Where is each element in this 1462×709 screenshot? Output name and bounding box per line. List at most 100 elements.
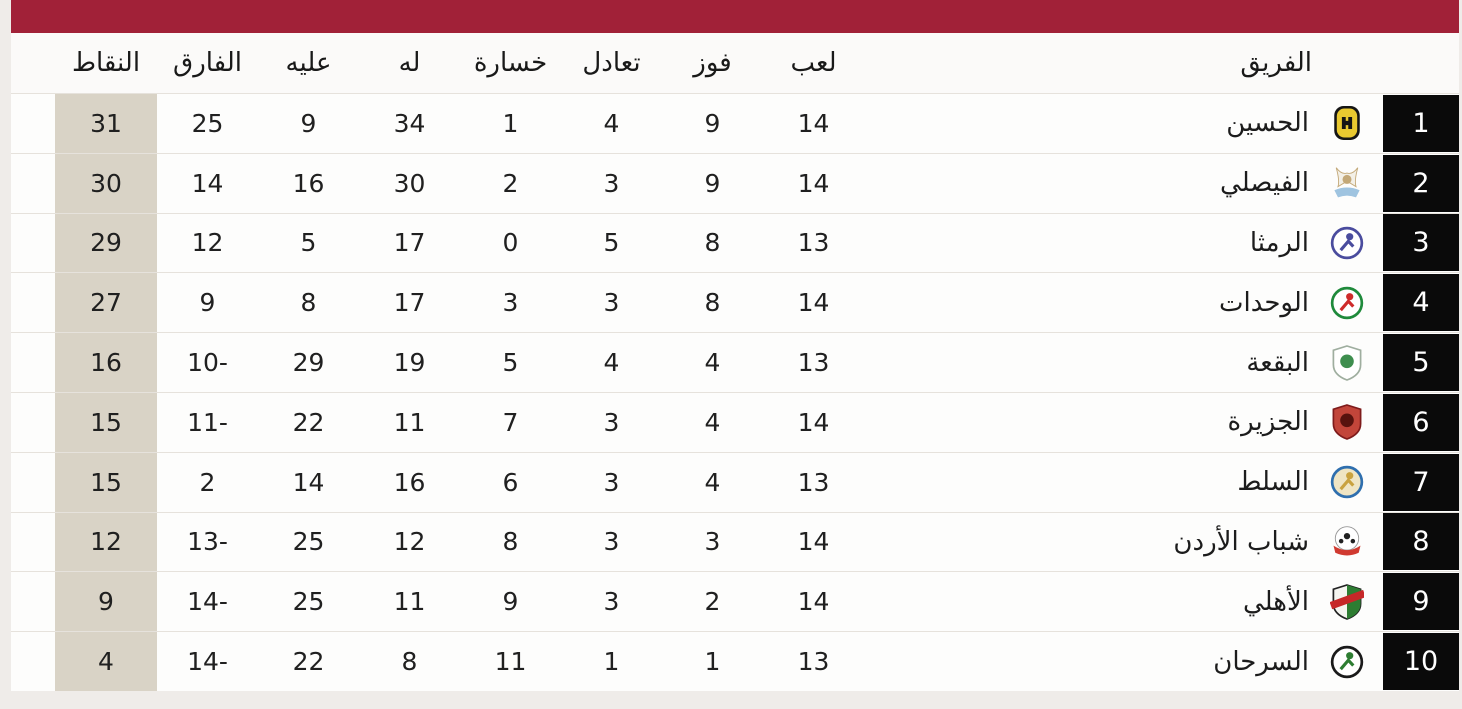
team-name: الوحدات — [1219, 287, 1309, 318]
team-name: البقعة — [1246, 347, 1309, 378]
stat-wins: 3 — [704, 527, 721, 557]
stat-played: 14 — [797, 108, 830, 138]
table-row[interactable]: 6 الجزيرة 14 4 3 7 11 22 -11 15 — [11, 391, 1459, 452]
table-header-row: الفريق لعب فوز تعادل خسارة له عليه الفارق النقاط — [11, 33, 1459, 93]
stat-points: 15 — [55, 452, 157, 512]
stat-goal_diff: 9 — [199, 288, 216, 318]
table-row[interactable]: 10 السرحان 13 1 1 11 8 22 -14 4 — [11, 631, 1459, 691]
team-name: الأهلي — [1242, 586, 1309, 617]
rank-badge: 3 — [1383, 214, 1459, 272]
stat-wins: 2 — [704, 587, 721, 617]
rank-cell: 6 — [1369, 393, 1459, 452]
stat-draws: 3 — [603, 467, 620, 497]
stat-goals_for: 11 — [393, 587, 426, 617]
rank-cell: 2 — [1369, 154, 1459, 213]
rank-cell: 1 — [1369, 94, 1459, 153]
stat-draws: 1 — [603, 647, 620, 677]
stat-wins: 4 — [704, 407, 721, 437]
rank-badge: 10 — [1383, 633, 1459, 691]
team-cell: الرمثا — [864, 214, 1369, 273]
stat-wins: 8 — [704, 228, 721, 258]
stat-goals_against: 22 — [292, 647, 325, 677]
al-faisaly-badge — [1329, 163, 1365, 203]
stat-losses: 9 — [502, 587, 519, 617]
team-name: الحسين — [1226, 108, 1309, 139]
al-ahli-badge — [1329, 582, 1365, 622]
column-header-draws: تعادل — [582, 48, 641, 78]
column-header-wins: فوز — [693, 48, 732, 78]
league-standings-card: الفريق لعب فوز تعادل خسارة له عليه الفارق النقاط… — [11, 0, 1459, 691]
stat-draws: 4 — [603, 348, 620, 378]
stat-draws: 3 — [603, 587, 620, 617]
stat-wins: 4 — [704, 467, 721, 497]
stat-wins: 9 — [704, 168, 721, 198]
team-name: السلط — [1237, 467, 1309, 498]
stat-points: 27 — [55, 273, 157, 333]
stat-points: 29 — [55, 213, 157, 273]
stat-points: 16 — [55, 333, 157, 392]
table-row[interactable]: 8 شباب الأردن 14 3 3 8 12 25 -13 12 — [11, 511, 1459, 572]
stat-goal_diff: -10 — [187, 348, 228, 378]
team-cell: شباب الأردن — [864, 513, 1369, 572]
rank-badge: 4 — [1383, 274, 1459, 332]
table-row[interactable]: 5 البقعة 13 4 4 5 19 29 -10 16 — [11, 332, 1459, 392]
stat-points: 12 — [55, 512, 157, 572]
table-row[interactable]: 2 الفيصلي 14 9 3 2 30 16 14 30 — [11, 152, 1459, 213]
stat-draws: 4 — [603, 108, 620, 138]
stat-goals_for: 19 — [393, 348, 426, 378]
shabab-al-ordon-badge — [1329, 522, 1365, 562]
stat-goal_diff: -11 — [187, 407, 228, 437]
al-jazeera-badge — [1329, 402, 1365, 442]
stat-goals_for: 34 — [393, 108, 426, 138]
rank-badge: 6 — [1383, 393, 1459, 451]
al-baqaa-badge — [1329, 343, 1365, 383]
stat-goal_diff: -13 — [187, 527, 228, 557]
table-body: 1 الحسين 14 9 4 1 34 9 25 31 2 الفيصلي 14 9 3 2 30 16 14 30… — [11, 93, 1459, 691]
team-name: السرحان — [1213, 646, 1309, 677]
table-row[interactable]: 1 الحسين 14 9 4 1 34 9 25 31 — [11, 93, 1459, 153]
stat-goals_against: 9 — [300, 108, 317, 138]
table-row[interactable]: 4 الوحدات 14 8 3 3 17 8 9 27 — [11, 272, 1459, 333]
stat-draws: 3 — [603, 407, 620, 437]
stat-losses: 2 — [502, 168, 519, 198]
stat-wins: 8 — [704, 288, 721, 318]
table-row[interactable]: 3 الرمثا 13 8 5 0 17 5 12 29 — [11, 212, 1459, 273]
table-row[interactable]: 9 الأهلي 14 2 3 9 11 25 -14 9 — [11, 571, 1459, 632]
stat-losses: 1 — [502, 108, 519, 138]
stat-losses: 6 — [502, 467, 519, 497]
al-wehdat-badge — [1329, 283, 1365, 323]
table-title-bar — [11, 0, 1459, 33]
stat-losses: 8 — [502, 527, 519, 557]
stat-goal_diff: 2 — [199, 467, 216, 497]
rank-cell: 5 — [1369, 333, 1459, 392]
stat-goals_for: 8 — [401, 647, 418, 677]
stat-goals_for: 16 — [393, 467, 426, 497]
al-salt-badge — [1329, 462, 1365, 502]
al-ramtha-badge — [1329, 223, 1365, 263]
column-header-played: لعب — [790, 48, 837, 78]
column-header-goals_against: عليه — [285, 48, 332, 78]
stat-points: 4 — [55, 632, 157, 691]
stat-goals_against: 29 — [292, 348, 325, 378]
team-name: الرمثا — [1249, 227, 1309, 258]
team-cell: الوحدات — [864, 273, 1369, 332]
stat-goals_against: 25 — [292, 587, 325, 617]
stat-wins: 1 — [704, 647, 721, 677]
stat-played: 14 — [797, 587, 830, 617]
column-header-goals_for: له — [398, 48, 421, 78]
stat-goal_diff: 14 — [191, 168, 224, 198]
table-row[interactable]: 7 السلط 13 4 3 6 16 14 2 15 — [11, 451, 1459, 512]
stat-played: 14 — [797, 168, 830, 198]
stat-losses: 0 — [502, 228, 519, 258]
stat-draws: 3 — [603, 527, 620, 557]
stat-goals_for: 12 — [393, 527, 426, 557]
rank-cell: 9 — [1369, 572, 1459, 631]
rank-cell: 10 — [1369, 632, 1459, 691]
stat-points: 9 — [55, 572, 157, 632]
team-cell: السلط — [864, 453, 1369, 512]
stat-losses: 5 — [502, 348, 519, 378]
column-header-points: النقاط — [71, 48, 141, 78]
stat-played: 13 — [797, 348, 830, 378]
stat-played: 14 — [797, 288, 830, 318]
al-sarhan-badge — [1329, 642, 1365, 682]
